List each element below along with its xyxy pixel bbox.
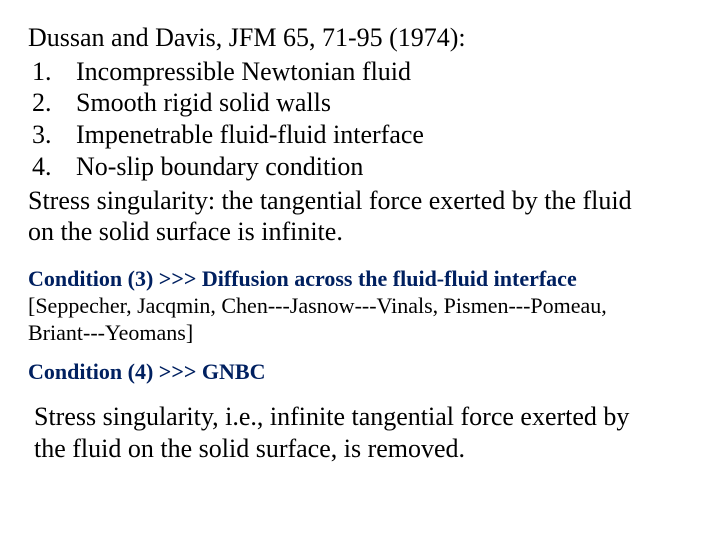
condition-3-title: Diffusion across the fluid-fluid interfa… xyxy=(202,266,577,291)
list-number: 1. xyxy=(28,56,76,88)
text-line: [Seppecher, Jacqmin, Chen---Jasnow---Vin… xyxy=(28,293,607,318)
condition-3-refs: [Seppecher, Jacqmin, Chen---Jasnow---Vin… xyxy=(28,293,692,347)
list-text: No-slip boundary condition xyxy=(76,151,363,183)
condition-3-lead: Condition (3) >>> xyxy=(28,266,202,291)
condition-4: Condition (4) >>> GNBC xyxy=(28,359,692,386)
list-number: 2. xyxy=(28,87,76,119)
text-line: Stress singularity: the tangential force… xyxy=(28,186,632,215)
list-item: 4. No-slip boundary condition xyxy=(28,151,692,183)
stress-singularity-statement: Stress singularity: the tangential force… xyxy=(28,185,692,248)
list-text: Smooth rigid solid walls xyxy=(76,87,331,119)
list-text: Incompressible Newtonian fluid xyxy=(76,56,411,88)
citation-text: Dussan and Davis, JFM 65, 71-95 (1974): xyxy=(28,22,692,54)
list-number: 3. xyxy=(28,119,76,151)
text-line: Briant---Yeomans] xyxy=(28,320,193,345)
list-text: Impenetrable fluid-fluid interface xyxy=(76,119,424,151)
block-assumptions: Dussan and Davis, JFM 65, 71-95 (1974): … xyxy=(28,22,692,248)
slide: Dussan and Davis, JFM 65, 71-95 (1974): … xyxy=(0,0,720,540)
closing-statement: Stress singularity, i.e., infinite tange… xyxy=(28,401,692,464)
list-item: 1. Incompressible Newtonian fluid xyxy=(28,56,692,88)
assumption-list: 1. Incompressible Newtonian fluid 2. Smo… xyxy=(28,56,692,183)
list-item: 3. Impenetrable fluid-fluid interface xyxy=(28,119,692,151)
text-line: the fluid on the solid surface, is remov… xyxy=(34,434,465,463)
condition-4-title: GNBC xyxy=(202,359,266,384)
text-line: Stress singularity, i.e., infinite tange… xyxy=(34,402,629,431)
condition-4-lead: Condition (4) >>> xyxy=(28,359,202,384)
block-conditions: Condition (3) >>> Diffusion across the f… xyxy=(28,266,692,385)
list-item: 2. Smooth rigid solid walls xyxy=(28,87,692,119)
condition-3: Condition (3) >>> Diffusion across the f… xyxy=(28,266,692,293)
text-line: on the solid surface is infinite. xyxy=(28,217,343,246)
list-number: 4. xyxy=(28,151,76,183)
